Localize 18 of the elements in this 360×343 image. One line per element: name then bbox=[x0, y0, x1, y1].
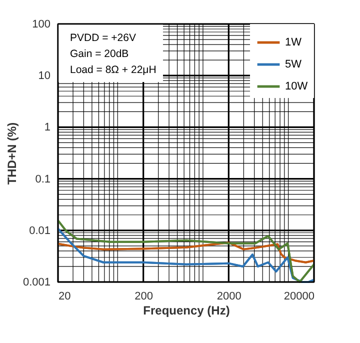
x-tick-label: 200 bbox=[134, 290, 154, 302]
y-tick-label: 100 bbox=[32, 18, 50, 30]
y-tick-label: 1 bbox=[44, 122, 50, 134]
legend-label: 5W bbox=[285, 58, 302, 70]
legend-label: 1W bbox=[285, 36, 302, 48]
y-tick-label: 0.01 bbox=[29, 224, 50, 237]
x-tick-label: 2000 bbox=[216, 290, 242, 302]
x-tick-label: 20000 bbox=[284, 290, 314, 302]
legend-label: 10W bbox=[285, 80, 308, 92]
y-axis-title: THD+N (%) bbox=[4, 122, 19, 185]
y-tick-label: 0.001 bbox=[22, 276, 50, 288]
x-tick-label: 20 bbox=[58, 290, 71, 302]
annotation: Load = 8Ω + 22μH bbox=[70, 64, 156, 76]
y-tick-label: 10 bbox=[38, 70, 50, 82]
y-tick-label: 0.1 bbox=[35, 173, 50, 186]
x-axis-title: Frequency (Hz) bbox=[143, 304, 230, 318]
annotation: PVDD = +26V bbox=[70, 32, 136, 44]
annotation: Gain = 20dB bbox=[70, 48, 129, 60]
